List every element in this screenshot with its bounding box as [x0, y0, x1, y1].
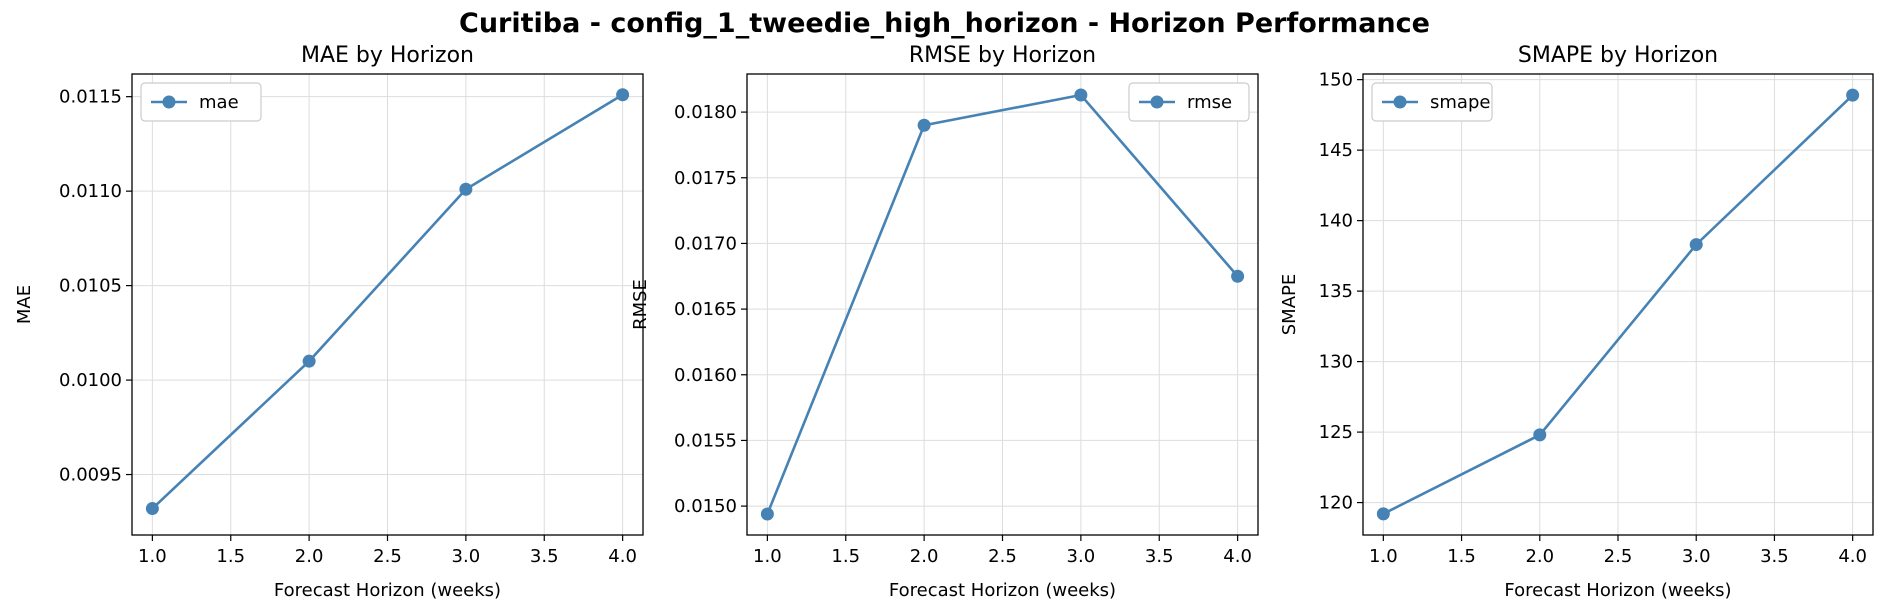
y-tick-label: 0.0165 [674, 299, 737, 320]
x-tick-label: 1.5 [831, 546, 860, 567]
x-tick-label: 4.0 [1838, 546, 1867, 567]
y-tick-label: 145 [1319, 140, 1353, 161]
data-point [616, 88, 630, 102]
x-tick-label: 2.5 [988, 546, 1017, 567]
x-axis-label: Forecast Horizon (weeks) [1504, 580, 1731, 601]
x-tick-label: 4.0 [608, 546, 637, 567]
data-point [1074, 88, 1088, 102]
legend-marker-icon [1393, 95, 1407, 109]
series-line-mae [151, 93, 624, 510]
y-tick-label: 0.0155 [674, 430, 737, 451]
data-point [1689, 238, 1703, 252]
data-point [1533, 428, 1547, 442]
subplot-title: MAE by Horizon [301, 43, 474, 68]
y-tick-label: 125 [1319, 422, 1353, 443]
data-point [760, 507, 774, 521]
data-point [1846, 88, 1860, 102]
data-point [459, 182, 473, 196]
legend-box [140, 82, 262, 122]
x-tick-label: 3.5 [530, 546, 559, 567]
y-tick-label: 0.0150 [674, 496, 737, 517]
y-tick-label: 0.0115 [59, 87, 122, 108]
y-tick-label: 0.0110 [59, 181, 122, 202]
x-axis-label: Forecast Horizon (weeks) [889, 580, 1116, 601]
legend-box [1371, 82, 1493, 122]
y-tick-label: 0.0175 [674, 168, 737, 189]
x-tick-label: 1.0 [753, 546, 782, 567]
figure-title: Curitiba - config_1_tweedie_high_horizon… [459, 8, 1430, 39]
subplot-title: RMSE by Horizon [909, 43, 1096, 68]
x-axis-label: Forecast Horizon (weeks) [274, 580, 501, 601]
y-tick-label: 0.0160 [674, 365, 737, 386]
series-line-smape [1382, 94, 1854, 516]
x-tick-label: 1.0 [1369, 546, 1398, 567]
legend-marker-icon [1150, 95, 1164, 109]
series-line-rmse [766, 93, 1239, 515]
y-axis-label: RMSE [630, 279, 651, 330]
y-tick-label: 130 [1319, 352, 1353, 373]
x-tick-label: 4.0 [1223, 546, 1252, 567]
subplot-smape: 1.0 1.5 2.0 2.5 3.0 3.5 4.0 120 125 130 135 140 145 1… [1279, 43, 1874, 601]
x-tick-label: 2.0 [295, 546, 324, 567]
legend-label: smape [1430, 92, 1490, 113]
subplot-title: SMAPE by Horizon [1518, 43, 1718, 68]
x-tick-label: 1.0 [138, 546, 167, 567]
subplot-mae: 1.0 1.5 2.0 2.5 3.0 3.5 4.0 0.0095 0.0100 0.0105 0… [14, 43, 644, 601]
legend-marker-icon [162, 95, 176, 109]
y-tick-label: 0.0170 [674, 233, 737, 254]
x-tick-label: 3.5 [1760, 546, 1789, 567]
legend-label: mae [199, 92, 239, 113]
x-tick-label: 2.0 [910, 546, 939, 567]
data-point [1231, 269, 1245, 283]
legend-label: rmse [1187, 92, 1232, 113]
data-point [917, 118, 931, 132]
y-tick-label: 120 [1319, 493, 1353, 514]
x-tick-label: 2.0 [1525, 546, 1554, 567]
y-tick-label: 0.0105 [59, 276, 122, 297]
y-tick-label: 135 [1319, 281, 1353, 302]
x-tick-label: 3.0 [1067, 546, 1096, 567]
legend-box [1128, 82, 1250, 122]
data-point [302, 354, 316, 368]
data-point [145, 502, 159, 516]
x-tick-label: 3.0 [452, 546, 481, 567]
subplot-rmse: 1.0 1.5 2.0 2.5 3.0 3.5 4.0 0.0150 0.0155 0.0160 0… [630, 43, 1259, 601]
y-axis-label: MAE [14, 285, 35, 324]
data-point [1376, 507, 1390, 521]
legend: mae [140, 82, 262, 122]
x-tick-label: 3.0 [1682, 546, 1711, 567]
legend: rmse [1128, 82, 1250, 122]
x-tick-label: 2.5 [373, 546, 402, 567]
y-tick-label: 150 [1319, 70, 1353, 91]
y-tick-label: 0.0100 [59, 370, 122, 391]
x-tick-label: 3.5 [1145, 546, 1174, 567]
x-tick-label: 1.5 [216, 546, 245, 567]
y-tick-label: 140 [1319, 211, 1353, 232]
y-axis-label: SMAPE [1279, 274, 1300, 336]
x-tick-label: 1.5 [1447, 546, 1476, 567]
y-tick-label: 0.0095 [59, 465, 122, 486]
legend: smape [1371, 82, 1493, 122]
x-tick-label: 2.5 [1604, 546, 1633, 567]
y-tick-label: 0.0180 [674, 102, 737, 123]
